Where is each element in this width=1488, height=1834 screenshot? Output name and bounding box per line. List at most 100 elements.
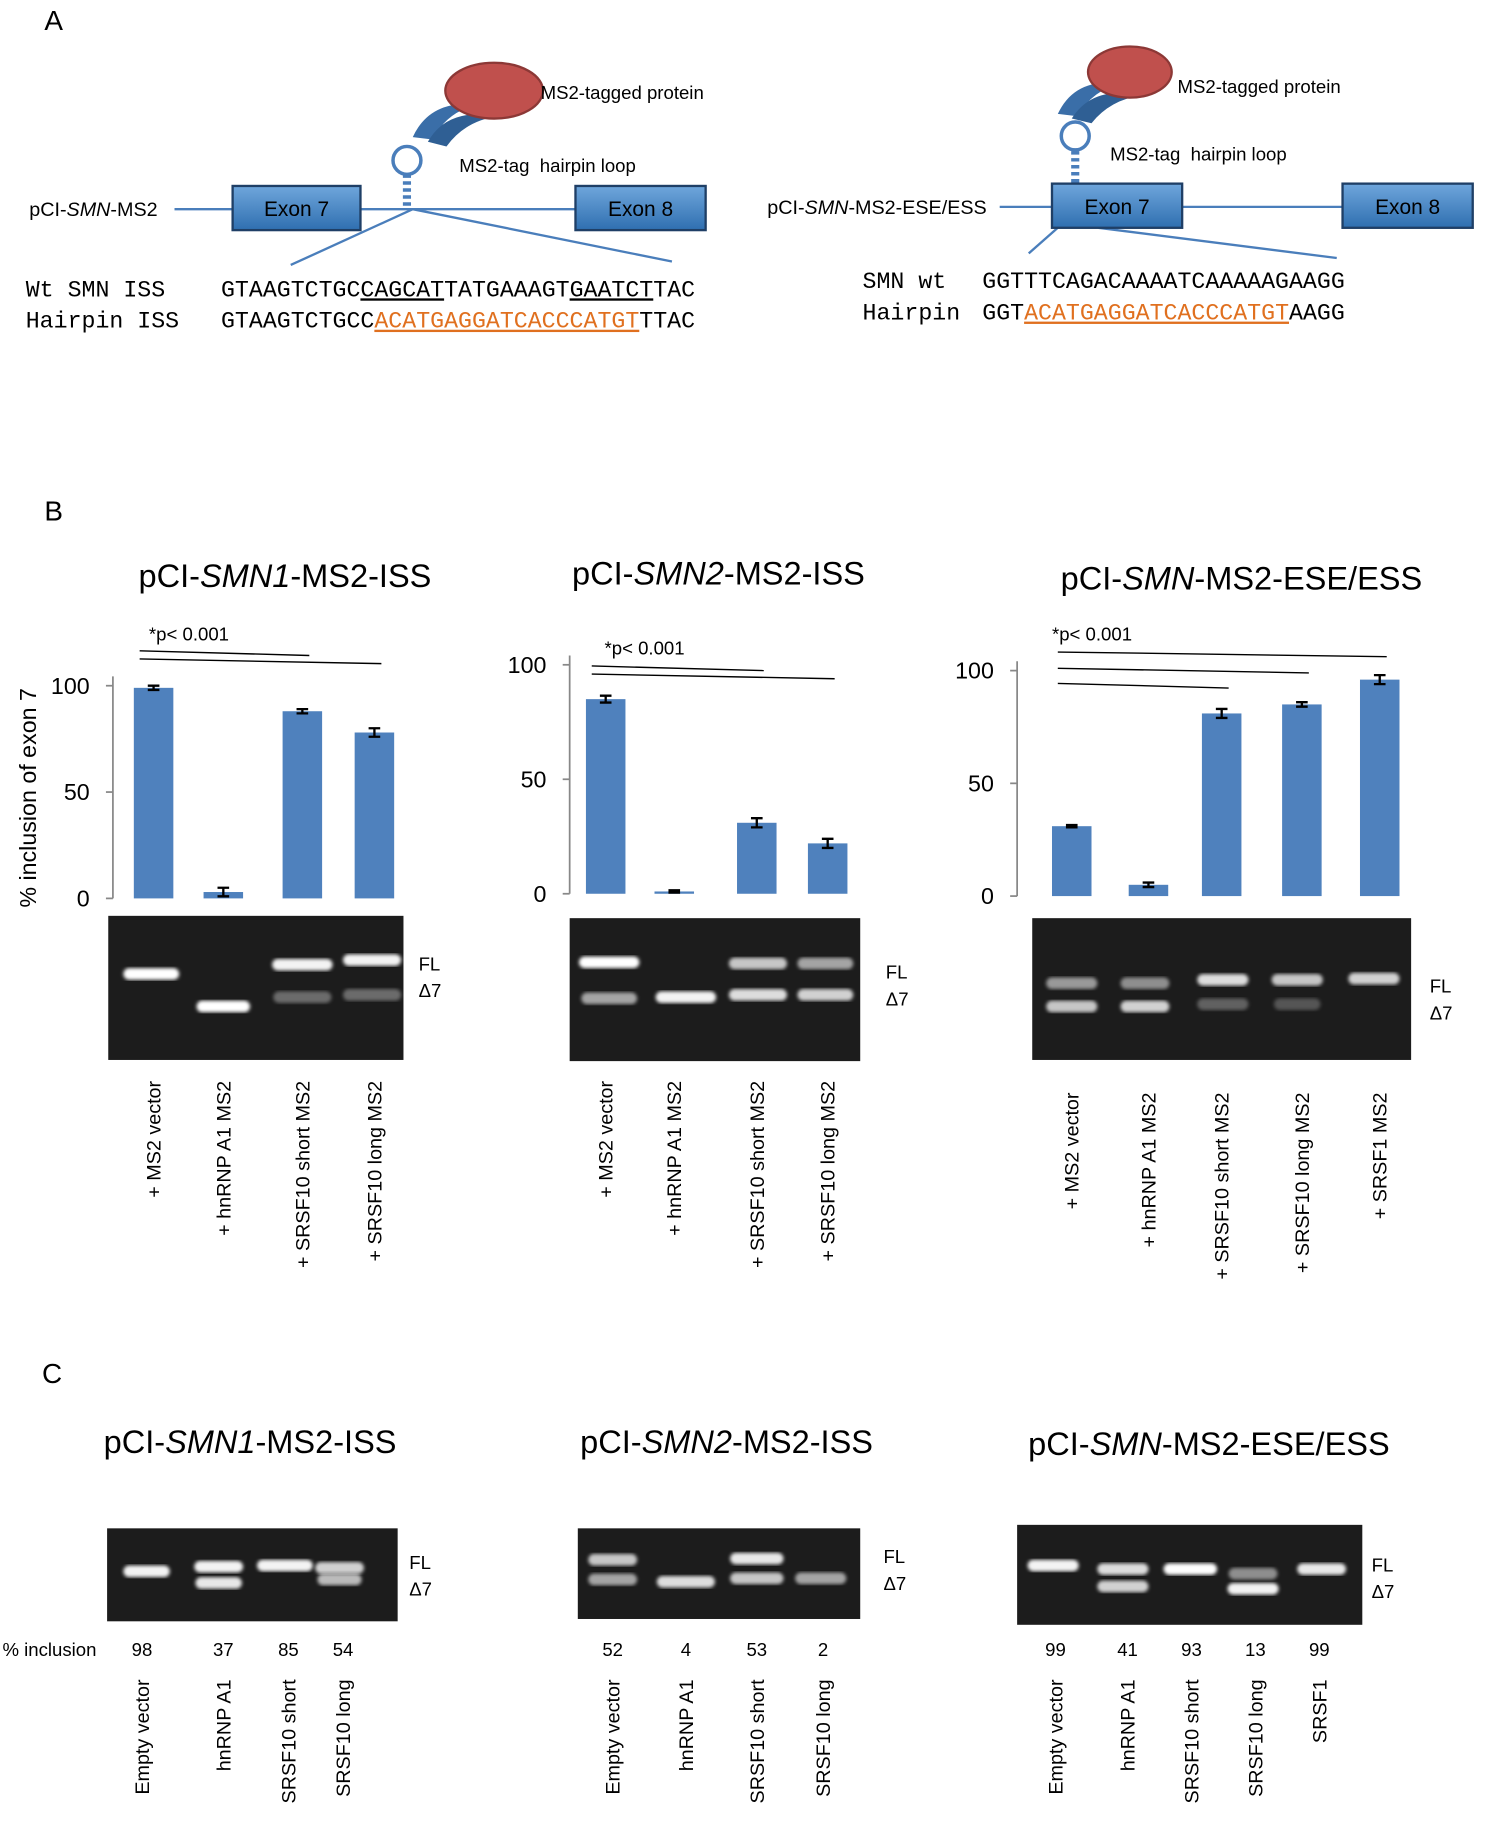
- text-segment: CAGCAT: [360, 277, 444, 303]
- gel-title: pCI-SMN1-MS2-ISS: [104, 1424, 397, 1460]
- gel-band: [730, 1572, 784, 1585]
- gel-band: [343, 954, 402, 966]
- gel-band: [730, 1552, 784, 1565]
- gel-band: [1120, 977, 1170, 990]
- inclusion-value: 2: [818, 1639, 828, 1660]
- lane-label: SRSF10 short: [747, 1679, 769, 1804]
- text-segment: -MS2-ESE/ESS: [1194, 560, 1422, 596]
- error-bar: [1142, 881, 1155, 889]
- gel-image: [1032, 918, 1412, 1060]
- gel-band: [123, 968, 180, 980]
- error-bar: [750, 817, 763, 829]
- gel-band: [1163, 1563, 1218, 1575]
- gel-band: [1348, 972, 1400, 985]
- y-tick-label: 50: [968, 770, 994, 796]
- text-segment: SMN2: [642, 1424, 732, 1460]
- inclusion-value: 52: [602, 1639, 623, 1660]
- x-tick-label: + SRSF10 short MS2: [292, 1081, 314, 1268]
- gel-band: [1197, 973, 1249, 986]
- inclusion-value: 93: [1181, 1639, 1202, 1660]
- protein-label: MS2-tagged protein: [1178, 76, 1341, 97]
- gel-band-label: FL: [886, 962, 908, 983]
- inclusion-value: 54: [333, 1639, 354, 1660]
- gel-band-label: FL: [1430, 976, 1452, 997]
- error-bar: [147, 684, 160, 692]
- bar: [807, 843, 848, 894]
- text-segment: pCI-: [580, 1424, 641, 1460]
- text-segment: GTAAGTCTGCC: [221, 309, 374, 335]
- lane-label: hnRNP A1: [676, 1679, 698, 1771]
- text-segment: pCI-: [29, 199, 66, 221]
- text-segment: pCI-: [1028, 1426, 1089, 1462]
- gel-band: [1120, 1000, 1170, 1013]
- text-segment: pCI-: [138, 558, 199, 594]
- gel-band: [797, 989, 854, 1001]
- lane-label: SRSF1: [1309, 1679, 1331, 1743]
- x-tick-label: + hnRNP A1 MS2: [213, 1081, 235, 1236]
- hairpin-label: MS2-tag hairpin loop: [1110, 143, 1287, 164]
- construct-label: pCI-SMN-MS2: [29, 199, 157, 221]
- sequence: GTAAGTCTGCCACATGAGGATCACCCATGTTTAC: [221, 309, 695, 335]
- text-segment: GGT: [982, 301, 1024, 327]
- text-segment: SMN: [1122, 560, 1195, 596]
- bar: [1201, 713, 1242, 897]
- comparison-line: [139, 658, 382, 665]
- comparison-line: [1057, 667, 1309, 674]
- bar: [1051, 826, 1092, 897]
- chart-title: pCI-SMN2-MS2-ISS: [572, 556, 865, 592]
- gel-band-label: Δ7: [419, 980, 442, 1001]
- gel-band-label: Δ7: [883, 1573, 906, 1594]
- error-bar: [668, 889, 681, 894]
- bar: [354, 732, 395, 899]
- gel-band: [1046, 977, 1098, 990]
- text-segment: ACATGAGGATCACCCATGT: [374, 309, 639, 335]
- gel-band-label: Δ7: [409, 1579, 432, 1600]
- bar: [1128, 884, 1169, 897]
- text-segment: -MS2-ISS: [724, 556, 865, 592]
- panel-label: A: [44, 5, 63, 36]
- error-bar: [296, 707, 309, 715]
- gel-band: [1297, 1563, 1347, 1575]
- sequence: GTAAGTCTGCCAGCATTATGAAAGTGAATCTTAC: [221, 277, 695, 303]
- panel-label: B: [44, 496, 63, 527]
- comparison-line: [591, 665, 764, 672]
- lane-label: SRSF10 long: [813, 1679, 835, 1796]
- text-segment: TTAC: [639, 309, 695, 335]
- inclusion-value: 99: [1309, 1639, 1330, 1660]
- gel-band: [1228, 1567, 1278, 1580]
- gel-band: [578, 956, 640, 969]
- y-tick-label: 100: [508, 652, 547, 678]
- text-segment: -MS2-ESE/ESS: [848, 197, 986, 219]
- gel-band: [588, 1573, 638, 1586]
- construct-label: pCI-SMN-MS2-ESE/ESS: [767, 197, 987, 219]
- error-bar: [1215, 707, 1228, 720]
- text-segment: GAATCT: [570, 277, 654, 303]
- gel-band: [343, 989, 402, 1001]
- x-tick-label: + SRSF1 MS2: [1370, 1092, 1392, 1219]
- bar: [133, 687, 174, 899]
- exon-label: Exon 7: [1085, 196, 1150, 219]
- gel-band: [728, 989, 788, 1001]
- sequence-name: Hairpin: [863, 301, 961, 327]
- x-tick-label: + SRSF10 long MS2: [818, 1081, 840, 1262]
- gel-band: [795, 1572, 847, 1585]
- y-axis-label: % inclusion of exon 7: [15, 688, 41, 908]
- y-tick-label: 50: [521, 766, 547, 792]
- x-tick-label: + hnRNP A1 MS2: [664, 1081, 686, 1236]
- x-tick-label: + MS2 vector: [144, 1080, 166, 1197]
- gel-band: [1027, 1559, 1079, 1572]
- error-bar: [1373, 673, 1386, 686]
- inclusion-value: 53: [746, 1639, 767, 1660]
- y-tick-label: 0: [981, 883, 994, 909]
- significance-label: *p< 0.001: [605, 637, 685, 658]
- text-segment: SMN: [805, 197, 850, 219]
- text-segment: SMN: [1090, 1426, 1163, 1462]
- text-segment: -MS2-ISS: [732, 1424, 873, 1460]
- text-segment: SMN1: [165, 1424, 255, 1460]
- text-segment: TAC: [653, 277, 695, 303]
- exon-boxes: [231, 182, 1474, 232]
- sequence: GGTACATGAGGATCACCCATGTAAGG: [982, 301, 1345, 327]
- text-segment: pCI-: [104, 1424, 165, 1460]
- gel-band: [1271, 973, 1323, 986]
- gel-band-label: FL: [1372, 1554, 1394, 1575]
